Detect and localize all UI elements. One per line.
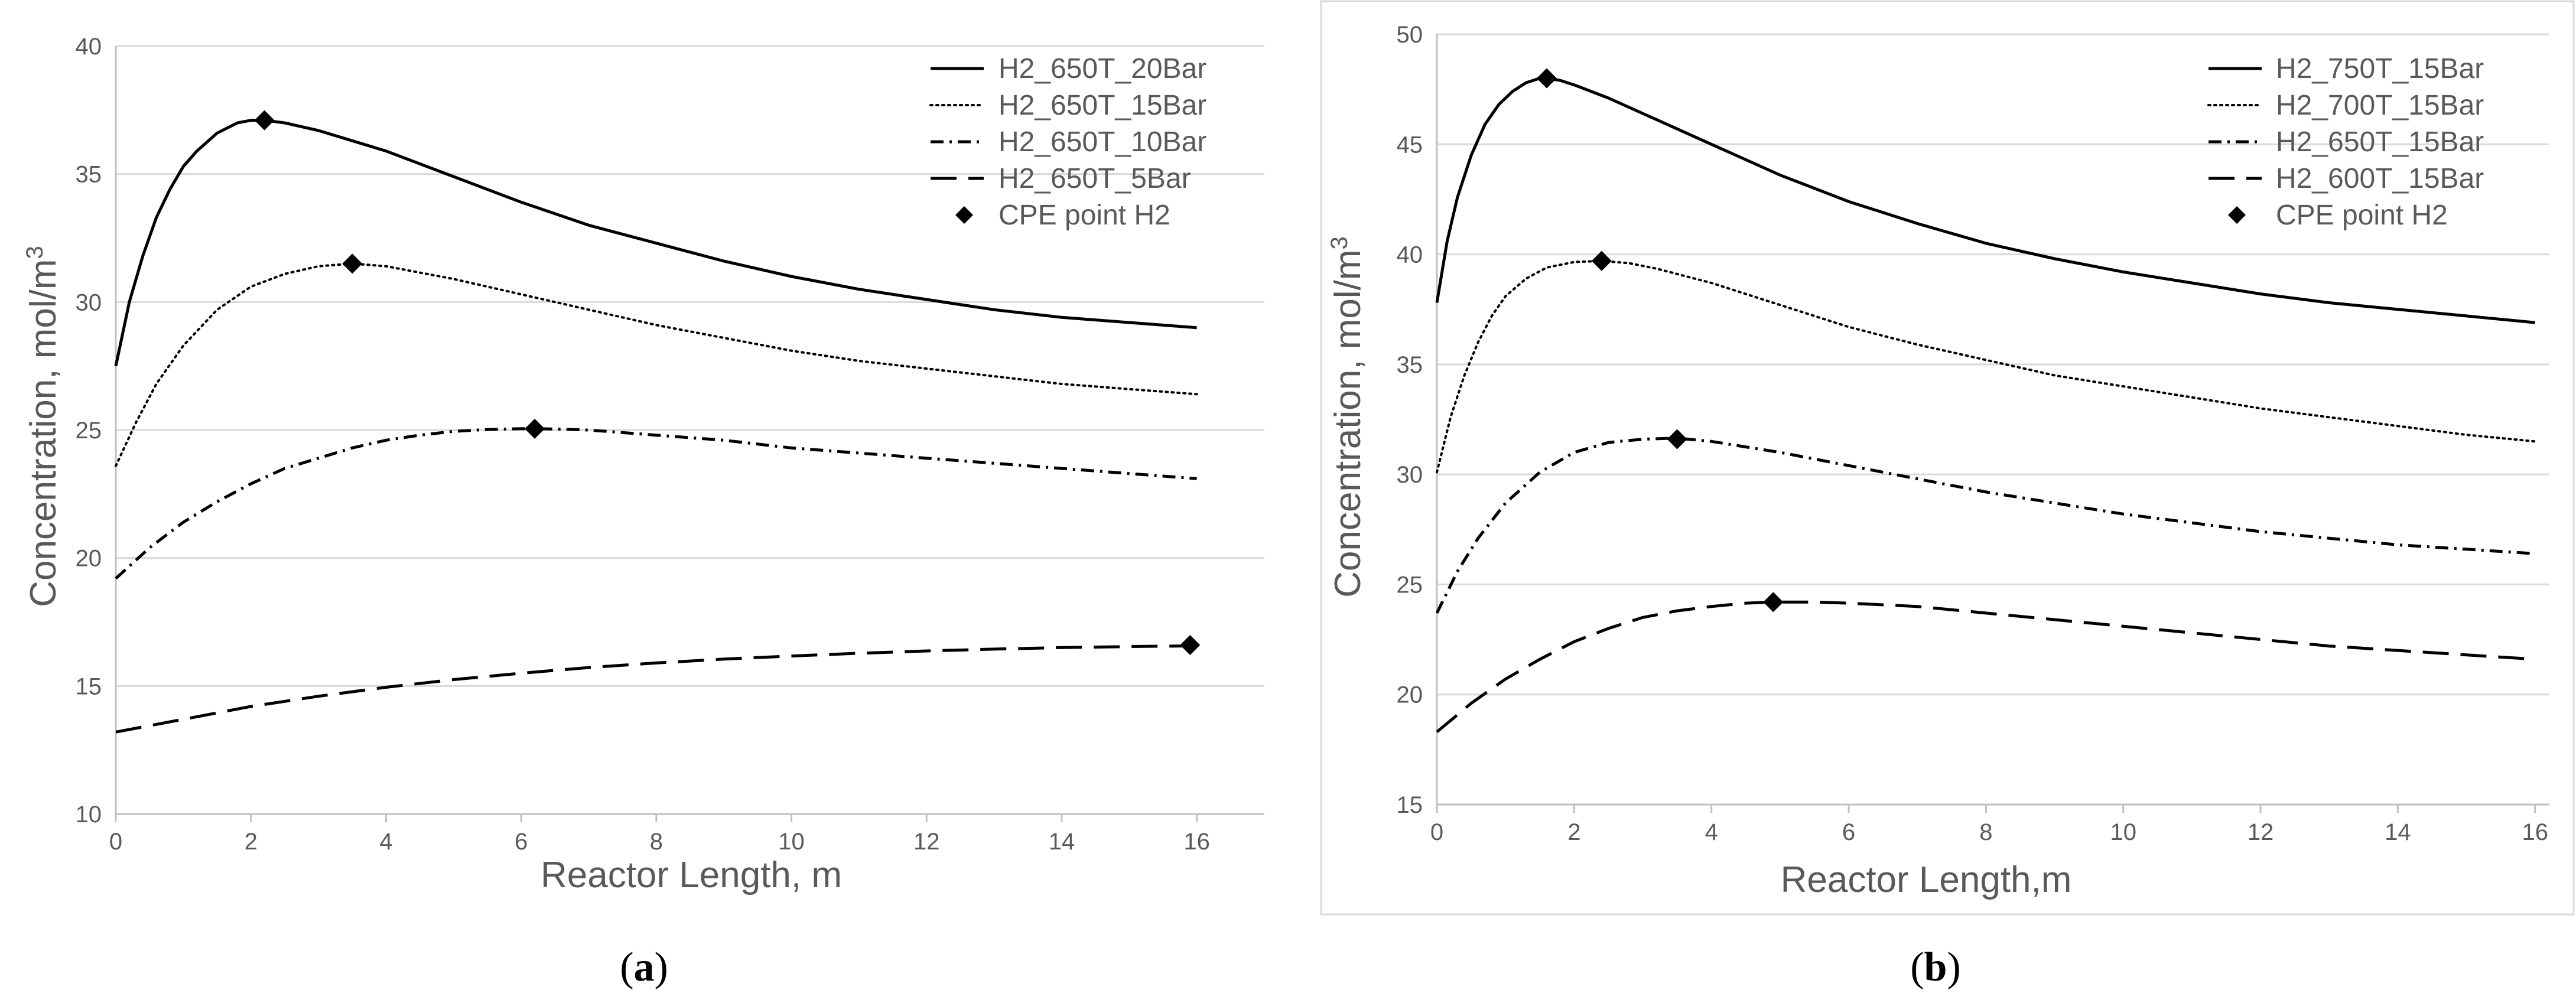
caption-open-a: ( [620,945,633,990]
y-tick-label: 10 [76,802,102,828]
series-line-h2-650t-10bar [115,427,1197,580]
grid-b [1437,33,2549,696]
legend-label: H2_650T_10Bar [998,126,1206,158]
cpe-markers-b [1536,68,1784,613]
x-tick-label: 12 [2248,819,2274,845]
y-tick-label: 30 [1397,462,1423,488]
y-tick-label: 20 [1397,682,1423,708]
legend-label: H2_600T_15Bar [2276,163,2484,194]
caption-letter-a: a [634,945,655,990]
series-lines-b [1435,77,2536,734]
x-tick-label: 10 [778,829,805,855]
cpe-point-marker [342,253,363,274]
legend-label: CPE point H2 [2276,200,2448,231]
y-tick-label: 35 [76,162,102,188]
cpe-point-marker [524,418,545,439]
y-tick-label: 15 [76,673,102,699]
x-tick-label: 14 [2385,819,2411,845]
cpe-point-marker [1763,592,1784,613]
y-axis-label-sup-a: 3 [22,246,48,259]
axes-a [115,46,1264,822]
y-tick-label: 30 [76,289,102,315]
cpe-point-marker [1536,68,1557,89]
legend-label: H2_650T_15Bar [998,90,1206,121]
legend-label: H2_650T_5Bar [998,163,1191,194]
x-tick-label: 0 [109,829,122,855]
caption-close-b: ) [1947,945,1960,990]
x-tick-label: 10 [2110,819,2136,845]
series-line-h2-750t-15bar [1435,77,2536,324]
y-tick-label: 15 [1397,792,1423,818]
cpe-point-marker [254,110,275,131]
legend-marker-swatch [2228,206,2246,224]
legend-label: H2_650T_15Bar [2276,126,2484,158]
x-tick-label: 4 [379,829,392,855]
x-tick-label: 0 [1430,819,1443,845]
y-tick-label: 20 [76,546,102,572]
x-tick-label: 6 [515,829,528,855]
legend-label: H2_750T_15Bar [2276,53,2484,84]
y-axis-label-main-a: Concentration, mol/m [23,259,64,607]
legend-label: H2_700T_15Bar [2276,90,2484,121]
series-line-h2-650t-20bar [114,119,1197,367]
x-tick-label: 16 [1183,829,1210,855]
x-tick-label: 8 [650,829,663,855]
y-tick-label: 50 [1397,22,1423,48]
x-tick-label: 2 [1567,819,1580,845]
y-tick-label: 25 [76,418,102,444]
x-tick-label: 2 [245,829,258,855]
caption-close-a: ) [655,945,668,990]
series-line-h2-650t-15bar [115,262,1198,467]
x-tick-label: 12 [913,829,940,855]
x-tick-labels-a: 0 2 4 6 8 10 12 14 16 [109,829,1210,855]
series-line-h2-700t-15bar [1436,259,2536,474]
caption-open-b: ( [1910,945,1924,990]
chart-panel-a: 10 15 20 25 30 35 40 0 2 4 6 8 10 12 14 16 H2_650T_20B… [22,34,1264,990]
caption-letter-b: b [1924,945,1947,990]
chart-panel-b: 15 20 25 30 35 40 45 50 0 2 4 6 8 10 12 14 16 H2_750T_1… [1320,0,2575,990]
y-tick-labels-a: 10 15 20 25 30 35 40 [76,34,102,828]
cpe-point-marker [1667,429,1687,450]
legend-b: H2_750T_15Bar H2_700T_15Bar H2_650T_15Bar H… [2207,53,2484,231]
panel-caption-a: (a) [620,945,668,990]
cpe-point-marker [1180,635,1201,655]
legend-marker-swatch [955,206,973,224]
x-tick-label: 8 [1979,819,1992,845]
x-tick-label: 16 [2522,819,2549,845]
legend-label: H2_650T_20Bar [998,53,1206,84]
y-tick-label: 40 [1397,242,1423,268]
series-line-h2-650t-15bar [1435,437,2535,614]
axes-b [1436,34,2549,813]
legend-a: H2_650T_20Bar H2_650T_15Bar H2_650T_10Bar H… [929,53,1206,231]
y-tick-label: 40 [76,34,102,60]
y-axis-label-a: Concentration, mol/m3 [22,246,64,607]
grid-a [116,45,1264,687]
cpe-markers-a [254,110,1201,655]
y-tick-label: 35 [1397,352,1423,378]
y-axis-label-sup-b: 3 [1326,236,1352,249]
y-tick-label: 25 [1397,572,1423,598]
x-tick-label: 4 [1705,819,1718,845]
y-axis-label-b: Concentration, mol/m3 [1326,236,1368,598]
series-lines-a [114,119,1198,734]
panel-caption-b: (b) [1910,945,1961,990]
y-axis-label-main-b: Concentration, mol/m [1328,250,1368,598]
legend-label: CPE point H2 [998,200,1170,231]
cpe-point-marker [1591,250,1612,271]
x-axis-label-a: Reactor Length, m [541,855,842,895]
series-line-h2-650t-5bar [115,644,1197,734]
x-tick-labels-b: 0 2 4 6 8 10 12 14 16 [1430,819,2548,845]
series-line-h2-600t-15bar [1436,600,2535,734]
panel-frame-b [1320,0,2575,916]
y-tick-label: 45 [1397,132,1423,158]
x-axis-label-b: Reactor Length,m [1781,859,2072,900]
x-tick-label: 6 [1842,819,1855,845]
x-tick-label: 14 [1049,829,1075,855]
y-tick-labels-b: 15 20 25 30 35 40 45 50 [1397,22,1423,818]
